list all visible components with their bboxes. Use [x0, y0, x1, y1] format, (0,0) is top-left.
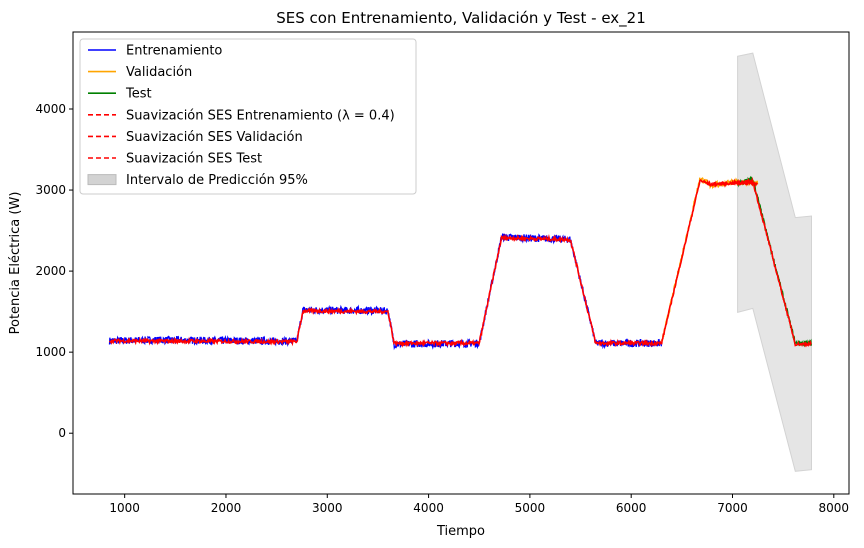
legend-label: Validación — [126, 65, 192, 80]
x-tick-label: 1000 — [109, 501, 140, 515]
x-axis-label: Tiempo — [436, 524, 485, 539]
y-axis-label: Potencia Eléctrica (W) — [8, 192, 23, 335]
chart-title: SES con Entrenamiento, Validación y Test… — [276, 9, 646, 28]
legend-label: Test — [125, 87, 152, 102]
legend-label: Suavización SES Validación — [126, 130, 303, 145]
legend-label: Entrenamiento — [126, 44, 222, 59]
series-line-6 — [736, 176, 812, 348]
x-tick-label: 5000 — [515, 501, 546, 515]
x-tick-label: 7000 — [717, 501, 748, 515]
legend-label: Suavización SES Entrenamiento (λ = 0.4) — [126, 108, 395, 123]
series-line-1 — [108, 232, 663, 351]
x-tick-label: 6000 — [616, 501, 647, 515]
y-tick-label: 4000 — [35, 102, 66, 116]
legend: Entrenamiento Validación Test Suavización S… — [79, 38, 417, 195]
x-tick-label: 4000 — [413, 501, 444, 515]
y-tick-label: 1000 — [35, 345, 66, 359]
series-layer — [108, 175, 812, 351]
y-tick-label: 0 — [58, 426, 66, 440]
y-tick-label: 2000 — [35, 264, 66, 278]
legend-label: Intervalo de Predicción 95% — [126, 173, 308, 188]
plot-frame — [72, 31, 850, 495]
y-tick-label: 3000 — [35, 183, 66, 197]
x-tick-label: 3000 — [312, 501, 343, 515]
x-axis-ticks: 1000 2000 3000 4000 5000 6000 7000 8000 — [109, 494, 849, 515]
series-line-4 — [108, 233, 662, 348]
legend-swatch — [87, 174, 117, 186]
legend-label: Suavización SES Test — [126, 152, 262, 167]
x-tick-label: 8000 — [819, 501, 850, 515]
y-axis-ticks: 0 1000 2000 3000 4000 — [35, 102, 73, 440]
x-tick-label: 2000 — [211, 501, 242, 515]
legend-box — [79, 38, 417, 195]
